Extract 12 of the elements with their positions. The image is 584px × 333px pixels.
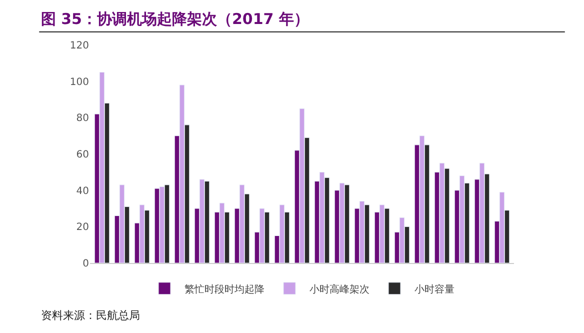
y-tick-label: 100 bbox=[70, 76, 89, 88]
y-tick-label: 0 bbox=[82, 258, 89, 270]
chart-title: 图 35：协调机场起降架次（2017 年） bbox=[40, 10, 309, 28]
y-tick-label: 60 bbox=[76, 150, 89, 160]
y-tick-label: 120 bbox=[70, 40, 89, 52]
legend-label: 繁忙时段时均起降 bbox=[184, 283, 264, 296]
text: 资料来源：民航总局 bbox=[41, 309, 140, 322]
y-tick-label: 40 bbox=[76, 186, 89, 197]
y-tick-label: 80 bbox=[76, 113, 89, 124]
y-tick-label: 20 bbox=[76, 222, 89, 234]
legend-label: 小时高峰架次 bbox=[310, 283, 370, 296]
legend-label: 小时容量 bbox=[414, 283, 454, 296]
